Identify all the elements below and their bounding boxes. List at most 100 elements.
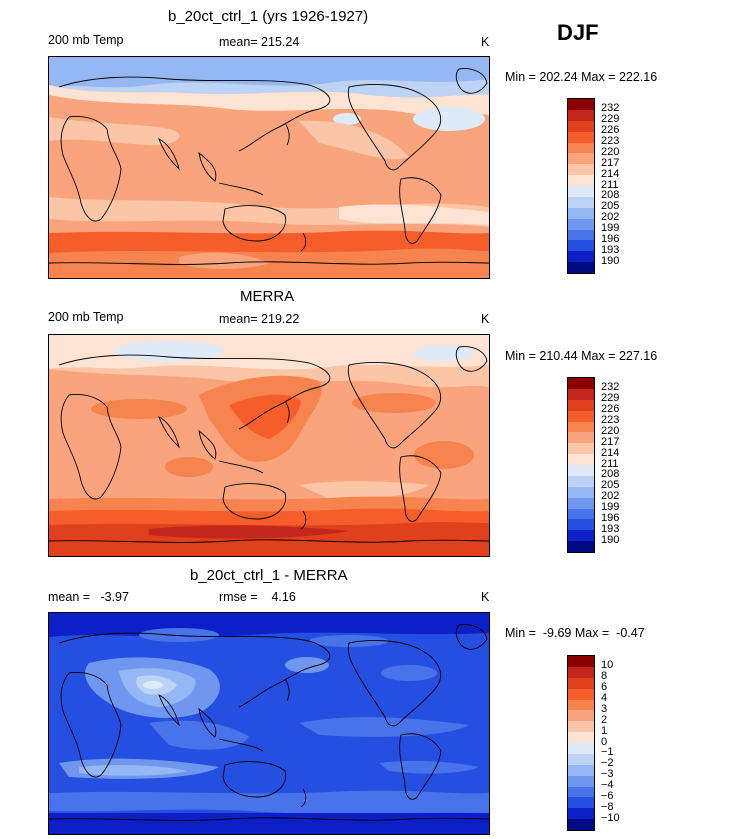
colorbar-tick-label: 2 bbox=[601, 713, 608, 726]
colorbar-tick-label: 223 bbox=[601, 414, 620, 426]
colorbar-swatch bbox=[568, 541, 594, 552]
panel-3-colorbar bbox=[567, 655, 595, 831]
colorbar-tick-label: 208 bbox=[601, 468, 620, 481]
panel-2-variable-label: 200 mb Temp bbox=[48, 310, 124, 324]
colorbar-tick-label: 199 bbox=[601, 222, 620, 234]
colorbar-swatch bbox=[568, 109, 594, 121]
colorbar-swatch bbox=[568, 732, 594, 743]
panel-1-mean-label: mean= 215.24 bbox=[219, 35, 300, 49]
colorbar-swatch bbox=[568, 775, 594, 787]
colorbar-tick-label: −8 bbox=[601, 800, 614, 813]
colorbar-swatch bbox=[568, 764, 594, 776]
panel-3-map bbox=[48, 612, 490, 835]
panel-2-mean-label: mean= 219.22 bbox=[219, 312, 300, 326]
colorbar-swatch bbox=[568, 421, 594, 433]
colorbar-tick-label: 3 bbox=[601, 702, 608, 715]
colorbar-swatch bbox=[568, 497, 594, 509]
colorbar-swatch bbox=[568, 443, 594, 455]
colorbar-swatch bbox=[568, 378, 594, 389]
colorbar-swatch bbox=[568, 207, 594, 219]
panel-3-title: b_20ct_ctrl_1 - MERRA bbox=[190, 567, 348, 584]
panel-2-colorbar bbox=[567, 377, 595, 553]
colorbar-tick-label: 190 bbox=[601, 254, 620, 267]
panel-2-colorbar-swatches bbox=[568, 378, 594, 552]
colorbar-tick-label: −1 bbox=[601, 746, 614, 759]
colorbar-swatch bbox=[568, 229, 594, 241]
colorbar-tick-label: 1 bbox=[601, 724, 608, 737]
season-label: DJF bbox=[557, 20, 599, 45]
colorbar-tick-label: 196 bbox=[601, 232, 620, 245]
panel-2-colorbar-ticks: 232 229 226 223 220 217 214 211 208 205 202 199 196 1… bbox=[601, 377, 641, 551]
colorbar-tick-label: 202 bbox=[601, 211, 620, 224]
panel-3-stats: Min = -9.69 Max = -0.47 bbox=[505, 626, 645, 640]
colorbar-swatch bbox=[568, 120, 594, 132]
colorbar-swatch bbox=[568, 743, 594, 754]
colorbar-tick-label: 211 bbox=[601, 457, 619, 470]
colorbar-swatch bbox=[568, 186, 594, 197]
panel-1-colorbar-ticks: 232 229 226 223 220 217 214 211 208 205 202 199 196 1… bbox=[601, 98, 641, 272]
colorbar-swatch bbox=[568, 819, 594, 830]
colorbar-tick-label: 214 bbox=[601, 167, 620, 180]
colorbar-tick-label: 205 bbox=[601, 200, 620, 213]
colorbar-swatch bbox=[568, 388, 594, 400]
colorbar-tick-label: −3 bbox=[601, 768, 614, 781]
colorbar-tick-label: 196 bbox=[601, 511, 620, 524]
colorbar-tick-label: 211 bbox=[601, 178, 619, 191]
panel-2-stats: Min = 210.44 Max = 227.16 bbox=[505, 349, 658, 363]
colorbar-swatch bbox=[568, 475, 594, 487]
colorbar-tick-label: 10 bbox=[601, 659, 614, 672]
colorbar-swatch bbox=[568, 666, 594, 678]
colorbar-tick-label: 214 bbox=[601, 446, 620, 459]
colorbar-tick-label: 208 bbox=[601, 189, 620, 202]
colorbar-tick-label: 217 bbox=[601, 435, 620, 448]
colorbar-tick-label: 199 bbox=[601, 501, 620, 513]
panel-3-units: K bbox=[481, 590, 490, 604]
colorbar-tick-label: 0 bbox=[601, 735, 608, 748]
colorbar-swatch bbox=[568, 710, 594, 722]
colorbar-tick-label: 4 bbox=[601, 692, 608, 704]
colorbar-tick-label: 226 bbox=[601, 403, 620, 416]
colorbar-tick-label: 6 bbox=[601, 681, 608, 694]
colorbar-swatch bbox=[568, 262, 594, 273]
colorbar-swatch bbox=[568, 486, 594, 498]
colorbar-swatch bbox=[568, 131, 594, 143]
panel-2-map bbox=[48, 334, 490, 557]
colorbar-tick-label: 193 bbox=[601, 522, 620, 535]
panel-3-colorbar-ticks: 10 8 6 4 3 2 1 0 −1 −2 −3 −4 −6 −8 −10 bbox=[601, 655, 641, 829]
colorbar-tick-label: 220 bbox=[601, 145, 620, 158]
colorbar-tick-label: 226 bbox=[601, 124, 620, 137]
colorbar-swatch bbox=[568, 454, 594, 465]
colorbar-tick-label: 232 bbox=[601, 102, 620, 115]
colorbar-tick-label: −4 bbox=[601, 779, 614, 791]
colorbar-swatch bbox=[568, 530, 594, 542]
colorbar-swatch bbox=[568, 808, 594, 820]
panel-1-title: b_20ct_ctrl_1 (yrs 1926-1927) bbox=[168, 8, 369, 25]
colorbar-swatch bbox=[568, 432, 594, 444]
colorbar-swatch bbox=[568, 753, 594, 765]
panel-3-rmse-label: rmse = 4.16 bbox=[219, 590, 296, 604]
colorbar-tick-label: 223 bbox=[601, 135, 620, 147]
panel-3-mean-label: mean = -3.97 bbox=[48, 590, 129, 604]
colorbar-tick-label: 193 bbox=[601, 243, 620, 256]
colorbar-swatch bbox=[568, 688, 594, 700]
panel-1-colorbar bbox=[567, 98, 595, 274]
colorbar-swatch bbox=[568, 153, 594, 165]
colorbar-tick-label: 232 bbox=[601, 381, 620, 394]
colorbar-tick-label: −2 bbox=[601, 757, 614, 770]
panel-3-colorbar-swatches bbox=[568, 656, 594, 830]
colorbar-tick-label: 217 bbox=[601, 156, 620, 169]
colorbar-swatch bbox=[568, 786, 594, 798]
colorbar-tick-label: 220 bbox=[601, 424, 620, 437]
colorbar-swatch bbox=[568, 797, 594, 809]
panel-1-variable-label: 200 mb Temp bbox=[48, 33, 124, 47]
panel-2-title: MERRA bbox=[240, 288, 295, 305]
colorbar-tick-label: 190 bbox=[601, 533, 620, 546]
colorbar-tick-label: −10 bbox=[601, 811, 620, 824]
colorbar-swatch bbox=[568, 721, 594, 733]
colorbar-swatch bbox=[568, 656, 594, 667]
panel-2-units: K bbox=[481, 312, 490, 326]
colorbar-tick-label: −6 bbox=[601, 789, 614, 802]
colorbar-swatch bbox=[568, 175, 594, 186]
panel-1-colorbar-swatches bbox=[568, 99, 594, 273]
colorbar-swatch bbox=[568, 677, 594, 689]
